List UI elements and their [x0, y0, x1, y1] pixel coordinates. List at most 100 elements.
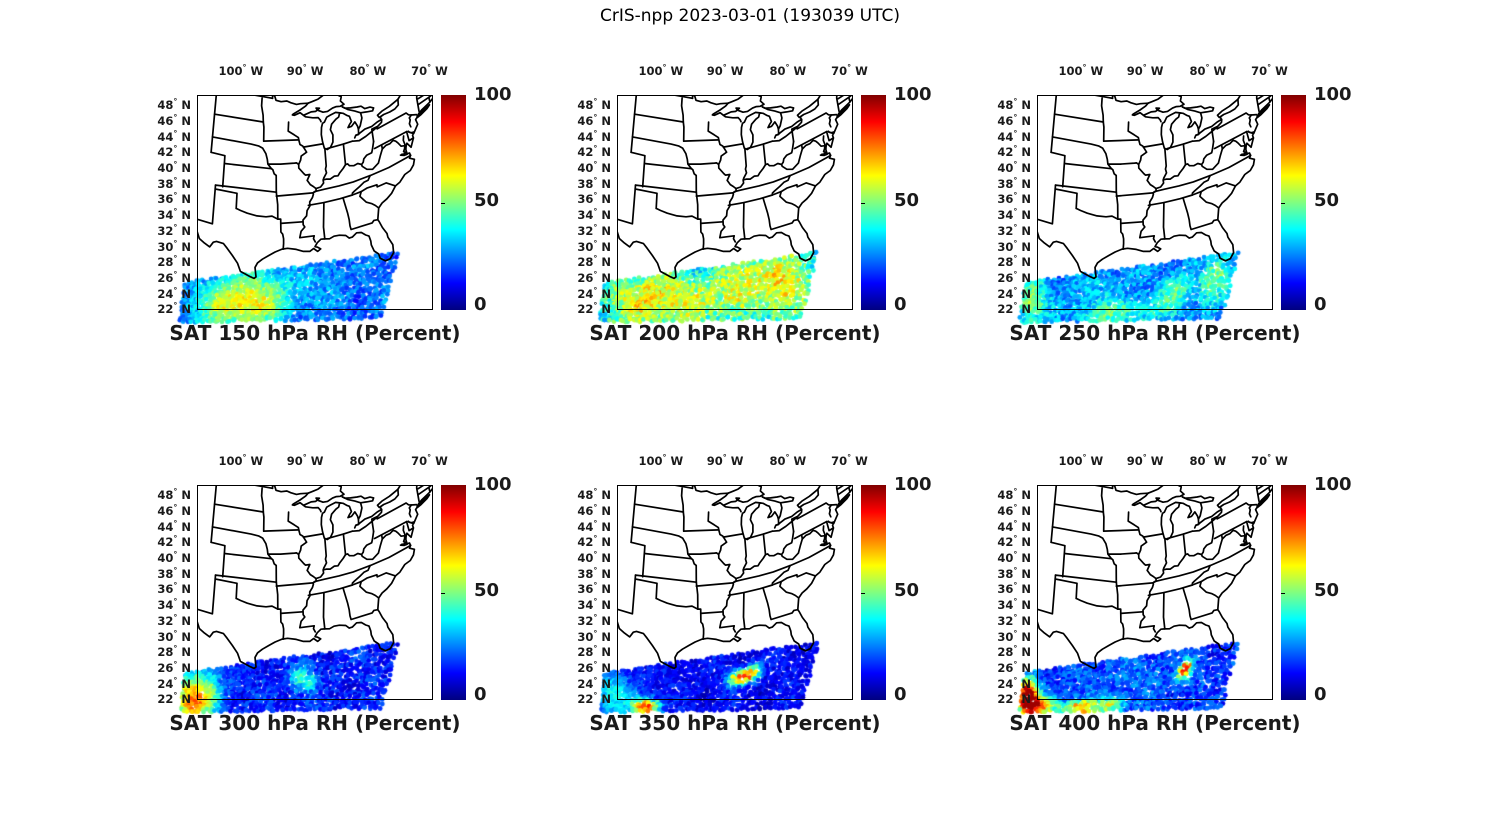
lat-tick-label: 32° N	[997, 222, 1031, 238]
state-boundary	[1054, 184, 1078, 210]
lat-tick-label: 24° N	[577, 675, 611, 691]
state-boundary	[1257, 96, 1264, 100]
lat-tick-label: 46° N	[157, 112, 191, 128]
state-boundary	[223, 552, 273, 560]
state-boundary	[416, 103, 431, 119]
lon-tick-label: 80° W	[1189, 453, 1227, 468]
state-boundary	[1075, 207, 1119, 220]
lat-tick-label: 22° N	[577, 691, 611, 707]
colorbar-tick-label: 50	[474, 190, 500, 211]
lat-tick-label: 44° N	[157, 518, 191, 534]
state-boundary	[771, 118, 803, 143]
lat-tick-label: 48° N	[997, 97, 1031, 113]
map-frame	[1037, 485, 1273, 700]
lat-tick-label: 22° N	[997, 301, 1031, 317]
lat-tick-label: 42° N	[577, 144, 611, 160]
state-boundary	[699, 610, 724, 615]
state-boundary	[287, 511, 317, 629]
state-boundary	[302, 114, 322, 123]
state-boundary	[819, 153, 829, 157]
figure-title: CrIS-npp 2023-03-01 (193039 UTC)	[599, 6, 901, 26]
state-boundary	[799, 116, 803, 121]
lat-tick-label: 46° N	[577, 502, 611, 518]
state-boundary	[735, 530, 795, 580]
state-boundary	[1110, 167, 1118, 194]
state-boundary	[302, 504, 322, 513]
state-boundary	[1131, 486, 1185, 507]
lat-tick-label: 40° N	[997, 160, 1031, 175]
lat-tick-label: 36° N	[157, 581, 191, 597]
state-boundary	[322, 148, 328, 181]
state-boundary	[375, 112, 413, 130]
lon-tick-label: 70° W	[831, 63, 868, 78]
map-panel-350: 100° W 90° W 80° W 70° W 48° N 46° N 44° N 42° …	[577, 454, 931, 735]
state-boundary	[732, 154, 832, 194]
lat-tick-label: 32° N	[157, 612, 191, 628]
state-boundary	[342, 533, 347, 556]
lat-tick-label: 26° N	[997, 660, 1031, 675]
state-boundary	[795, 112, 833, 130]
state-boundary	[1215, 112, 1253, 130]
state-boundary	[1162, 538, 1168, 571]
state-boundary	[211, 526, 273, 560]
lat-tick-label: 30° N	[157, 628, 191, 644]
state-boundary	[275, 582, 314, 587]
state-boundary	[820, 525, 828, 546]
state-boundary	[634, 574, 658, 600]
state-boundary	[1138, 234, 1157, 243]
map-frame	[197, 485, 433, 700]
lat-tick-label: 44° N	[577, 518, 611, 534]
lon-tick-label: 100° W	[1058, 63, 1104, 78]
colorbar-tick-label: 0	[1314, 294, 1327, 316]
state-boundary	[780, 538, 804, 561]
state-boundary	[1191, 174, 1211, 196]
state-boundary	[1239, 153, 1249, 157]
state-boundary	[379, 116, 383, 121]
state-boundary	[633, 113, 685, 123]
state-boundary	[742, 201, 746, 240]
state-boundary	[1199, 572, 1237, 599]
colorbar	[441, 485, 466, 700]
lon-tick-label: 100° W	[638, 63, 684, 78]
state-boundary	[1213, 130, 1248, 150]
state-boundary	[630, 151, 646, 188]
state-boundary	[1053, 503, 1105, 513]
panel-title: SAT 250 hPa RH (Percent)	[1009, 321, 1301, 345]
state-boundary	[1054, 184, 1118, 194]
state-boundary	[800, 139, 827, 150]
state-boundary	[1054, 574, 1078, 600]
colorbar-tick	[1281, 202, 1285, 204]
state-boundary	[1162, 591, 1166, 630]
lon-tick-label: 70° W	[831, 453, 868, 468]
lat-tick-label: 40° N	[157, 550, 191, 565]
lat-tick-label: 36° N	[997, 581, 1031, 597]
lon-axis: 100° W 90° W 80° W 70° W	[617, 63, 868, 84]
state-boundary	[1237, 96, 1241, 101]
state-boundary	[1100, 487, 1105, 532]
state-boundary	[1102, 529, 1140, 532]
lat-tick-label: 40° N	[157, 160, 191, 175]
state-boundary	[351, 508, 383, 533]
state-boundary	[1213, 520, 1248, 540]
state-boundary	[360, 538, 384, 561]
state-boundary	[359, 182, 397, 209]
state-boundary	[351, 174, 371, 196]
state-boundary	[399, 543, 409, 547]
state-boundary	[1200, 148, 1224, 171]
state-boundary	[1210, 125, 1218, 143]
state-boundary	[735, 140, 795, 190]
state-boundary	[687, 162, 720, 166]
state-boundary	[279, 220, 304, 225]
state-boundary	[746, 530, 774, 540]
state-boundary	[307, 580, 363, 597]
state-boundary	[254, 486, 274, 490]
state-boundary	[793, 130, 828, 150]
state-boundary	[1127, 121, 1157, 239]
state-boundary	[722, 533, 744, 538]
lat-tick-label: 36° N	[577, 191, 611, 207]
state-boundary	[315, 140, 375, 190]
state-boundary	[326, 140, 354, 150]
state-boundary	[722, 143, 744, 148]
state-boundary	[682, 529, 720, 532]
